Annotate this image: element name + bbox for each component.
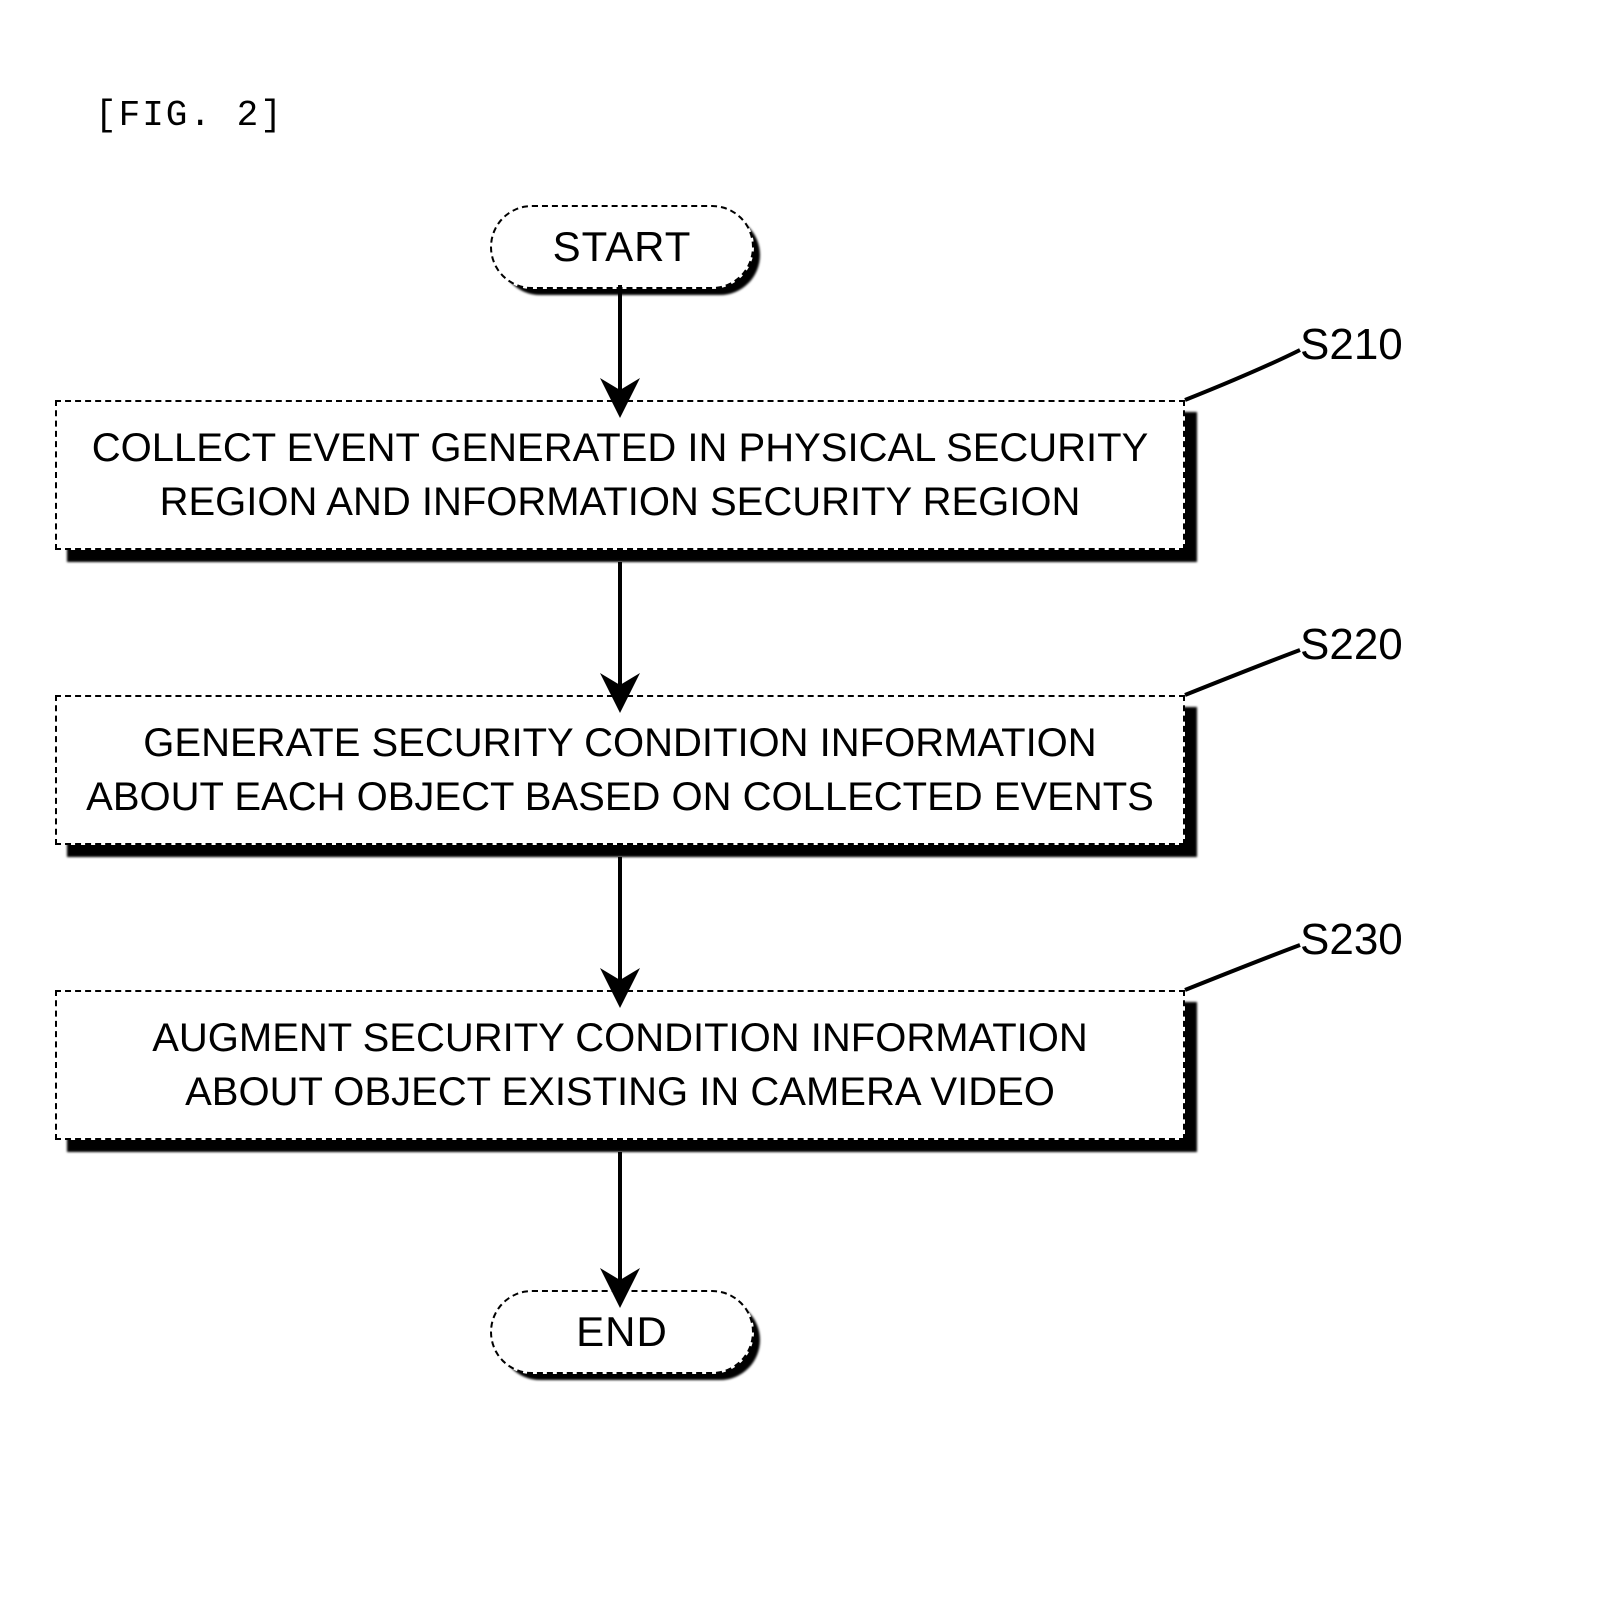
process-s210-text: COLLECT EVENT GENERATED IN PHYSICAL SECU…	[92, 421, 1149, 529]
process-s230-line2: ABOUT OBJECT EXISTING IN CAMERA VIDEO	[185, 1070, 1055, 1114]
step-label-s220: S220	[1300, 620, 1403, 670]
leader-s220	[1185, 650, 1300, 695]
process-s210-line2: REGION AND INFORMATION SECURITY REGION	[160, 480, 1081, 524]
step-label-s230: S230	[1300, 915, 1403, 965]
process-s230-line1: AUGMENT SECURITY CONDITION INFORMATION	[152, 1016, 1088, 1060]
leader-s210	[1185, 350, 1300, 400]
process-s230-text: AUGMENT SECURITY CONDITION INFORMATION A…	[152, 1011, 1088, 1119]
process-s230-shape: AUGMENT SECURITY CONDITION INFORMATION A…	[55, 990, 1185, 1140]
step-label-s210: S210	[1300, 320, 1403, 370]
process-s220-line1: GENERATE SECURITY CONDITION INFORMATION	[143, 721, 1096, 765]
process-s220-text: GENERATE SECURITY CONDITION INFORMATION …	[86, 716, 1154, 824]
start-label: START	[553, 223, 692, 271]
process-s220-line2: ABOUT EACH OBJECT BASED ON COLLECTED EVE…	[86, 775, 1154, 819]
start-shape: START	[490, 205, 754, 289]
process-s220-shape: GENERATE SECURITY CONDITION INFORMATION …	[55, 695, 1185, 845]
end-shape: END	[490, 1290, 754, 1374]
process-s210-shape: COLLECT EVENT GENERATED IN PHYSICAL SECU…	[55, 400, 1185, 550]
leader-s230	[1185, 945, 1300, 990]
process-s210-line1: COLLECT EVENT GENERATED IN PHYSICAL SECU…	[92, 426, 1149, 470]
end-label: END	[576, 1308, 668, 1356]
figure-label: [FIG. 2]	[95, 95, 284, 136]
leaders-group	[1185, 350, 1300, 990]
